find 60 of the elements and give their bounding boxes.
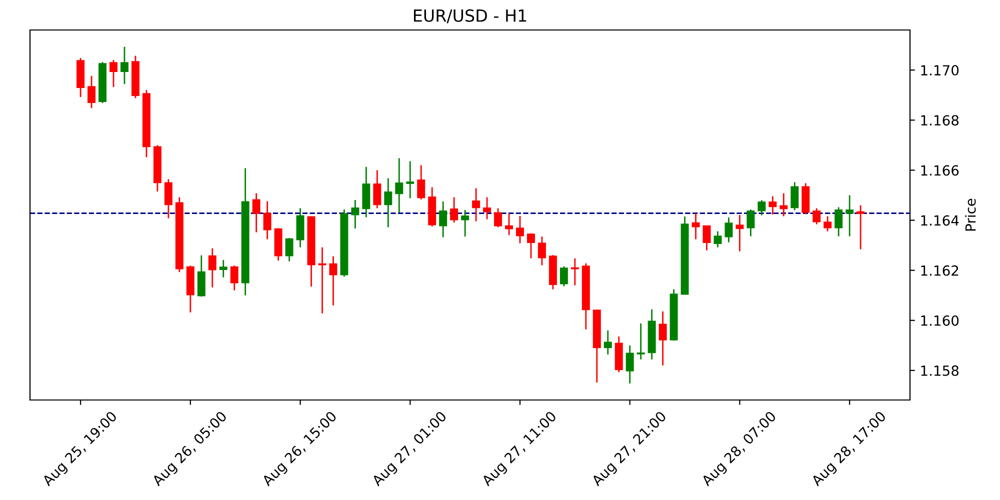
candlestick bbox=[736, 214, 744, 252]
candlestick bbox=[780, 192, 788, 217]
candlestick bbox=[692, 212, 700, 240]
candlestick bbox=[373, 169, 382, 209]
candlestick bbox=[351, 199, 360, 230]
candlestick bbox=[570, 258, 579, 286]
candlestick bbox=[758, 200, 766, 216]
candlestick bbox=[812, 208, 821, 225]
candlestick bbox=[88, 75, 96, 109]
candlestick bbox=[834, 206, 843, 237]
candlestick bbox=[461, 209, 470, 238]
y-tick-label: 1.166 bbox=[921, 165, 959, 176]
candlestick bbox=[450, 196, 458, 224]
candlestick bbox=[252, 192, 260, 233]
candlestick bbox=[636, 322, 645, 360]
candlestick bbox=[768, 196, 777, 216]
candlestick bbox=[856, 204, 865, 250]
candlestick bbox=[296, 208, 304, 248]
candlestick bbox=[526, 232, 535, 260]
candlestick bbox=[702, 224, 711, 251]
y-axis-title: Price bbox=[965, 198, 976, 231]
candlestick bbox=[318, 246, 326, 314]
candlestick bbox=[538, 236, 546, 266]
candlestick bbox=[790, 182, 799, 211]
candlestick bbox=[263, 200, 272, 240]
candlestick bbox=[824, 216, 832, 232]
candlestick bbox=[483, 196, 492, 220]
candlestick bbox=[658, 310, 667, 366]
candlestick bbox=[230, 264, 238, 292]
candlestick bbox=[846, 194, 854, 237]
candlestick bbox=[285, 237, 294, 262]
y-tick-label: 1.158 bbox=[921, 365, 959, 376]
candlestick bbox=[417, 164, 426, 200]
candlestick bbox=[406, 160, 414, 199]
candlestick bbox=[384, 178, 392, 228]
candlestick bbox=[714, 230, 722, 248]
candlestick bbox=[208, 248, 216, 288]
candlestick bbox=[197, 254, 206, 298]
y-tick-label: 1.170 bbox=[921, 65, 959, 76]
candlestick bbox=[472, 188, 480, 222]
candlestick bbox=[494, 208, 502, 228]
candlestick bbox=[110, 59, 118, 88]
candlestick bbox=[120, 46, 128, 85]
candlestick bbox=[164, 178, 172, 219]
y-tick-label: 1.160 bbox=[921, 315, 959, 326]
candlestick bbox=[329, 256, 338, 306]
y-tick-label: 1.164 bbox=[921, 215, 959, 226]
candlestick bbox=[219, 259, 228, 278]
candlestick bbox=[505, 212, 513, 236]
candlestick bbox=[560, 266, 568, 288]
y-tick-label: 1.168 bbox=[921, 115, 959, 126]
y-tick-label: 1.162 bbox=[921, 265, 958, 276]
candlestick bbox=[516, 215, 524, 244]
candlestick bbox=[746, 208, 755, 237]
candlestick bbox=[395, 157, 404, 214]
candlestick bbox=[626, 344, 634, 384]
candlestick bbox=[604, 330, 612, 356]
candlestick bbox=[439, 200, 448, 238]
candlestick bbox=[724, 216, 733, 243]
chart-title: EUR/USD - H1 bbox=[414, 9, 526, 24]
